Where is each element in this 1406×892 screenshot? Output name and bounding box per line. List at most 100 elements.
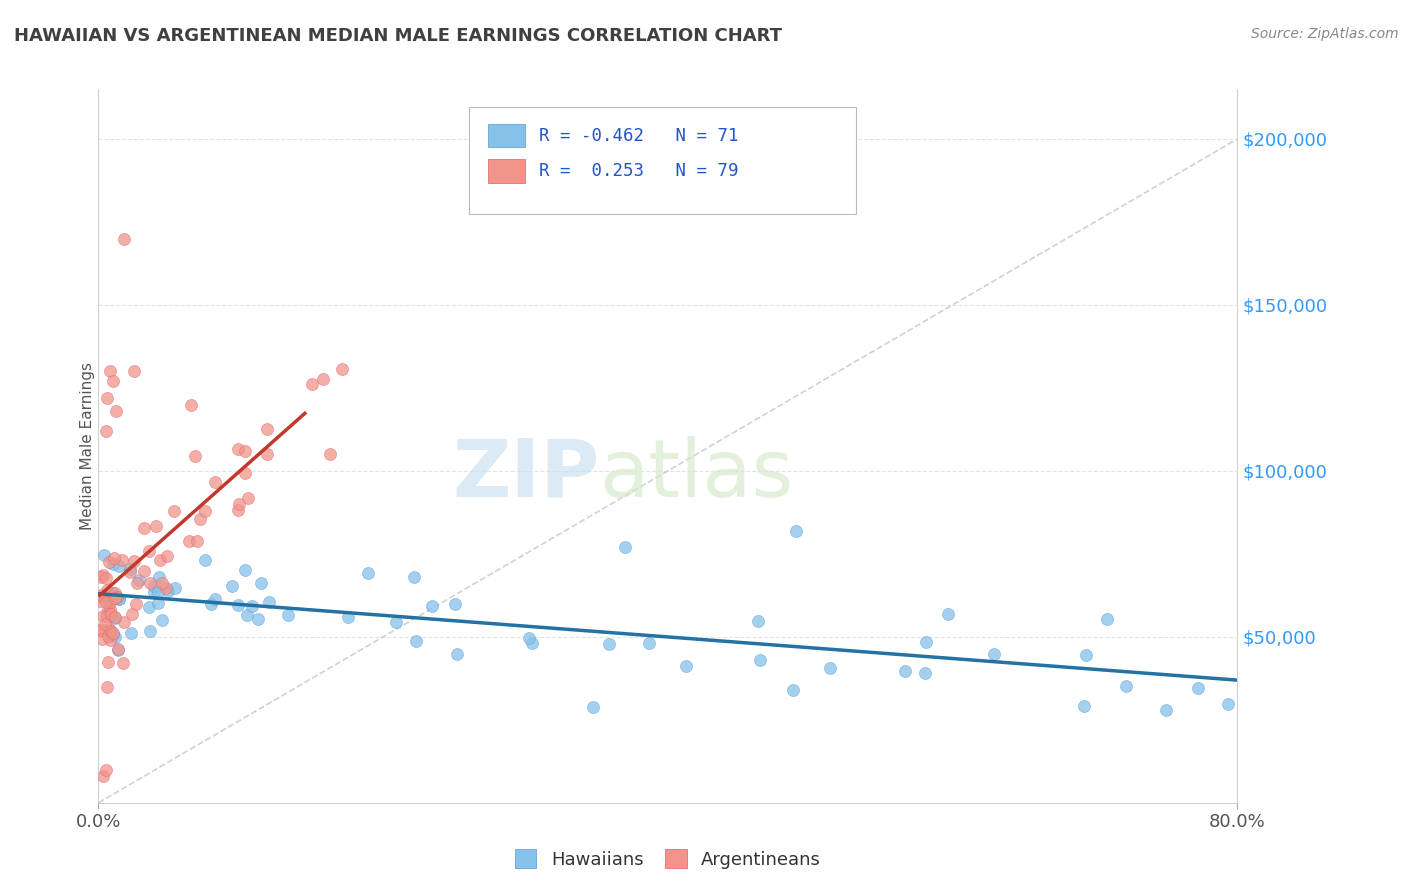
Point bbox=[122, 554, 145, 568]
Text: atlas: atlas bbox=[599, 435, 794, 514]
Point bbox=[180, 397, 202, 411]
Point bbox=[101, 558, 124, 572]
Point bbox=[186, 534, 208, 549]
Point bbox=[257, 595, 280, 609]
Point bbox=[96, 391, 118, 405]
Point bbox=[97, 603, 120, 617]
Point bbox=[915, 635, 938, 649]
Point bbox=[748, 653, 770, 667]
Point bbox=[1154, 703, 1177, 717]
Point bbox=[112, 657, 135, 671]
Point bbox=[97, 629, 120, 643]
Point bbox=[194, 553, 217, 567]
Point bbox=[184, 450, 207, 464]
Point bbox=[221, 579, 243, 593]
Point bbox=[747, 614, 769, 628]
Point bbox=[517, 632, 540, 646]
Point bbox=[104, 404, 127, 418]
Point bbox=[96, 680, 118, 694]
Point bbox=[148, 585, 170, 599]
Point bbox=[233, 444, 256, 458]
Point bbox=[785, 524, 807, 538]
Point bbox=[91, 568, 114, 582]
Point bbox=[121, 607, 143, 621]
Text: ZIP: ZIP bbox=[453, 435, 599, 514]
Point bbox=[250, 576, 273, 591]
Point bbox=[101, 627, 124, 641]
Point bbox=[614, 540, 637, 554]
Point bbox=[914, 665, 936, 680]
Point bbox=[782, 683, 804, 698]
Point bbox=[103, 626, 125, 640]
Point bbox=[226, 442, 249, 456]
Point bbox=[318, 447, 340, 461]
Point bbox=[638, 636, 661, 650]
Point bbox=[107, 643, 129, 657]
Point bbox=[443, 598, 465, 612]
Point bbox=[1095, 612, 1118, 626]
FancyBboxPatch shape bbox=[488, 124, 526, 147]
Point bbox=[132, 564, 155, 578]
Point bbox=[820, 661, 842, 675]
Point bbox=[156, 584, 179, 599]
Point bbox=[582, 699, 605, 714]
Point bbox=[100, 608, 122, 623]
Point bbox=[89, 591, 111, 605]
Text: Source: ZipAtlas.com: Source: ZipAtlas.com bbox=[1251, 27, 1399, 41]
Point bbox=[277, 608, 299, 623]
Point bbox=[90, 570, 112, 584]
Point bbox=[156, 549, 179, 563]
Point bbox=[98, 595, 121, 609]
Point bbox=[247, 612, 270, 626]
Point bbox=[256, 422, 278, 436]
Point bbox=[204, 475, 226, 490]
Point bbox=[112, 231, 135, 245]
Point bbox=[94, 572, 117, 586]
Point bbox=[125, 597, 148, 611]
Point bbox=[98, 555, 121, 569]
Point bbox=[301, 376, 323, 391]
Point bbox=[104, 586, 127, 600]
Point bbox=[118, 561, 141, 575]
Point bbox=[405, 634, 427, 648]
Point bbox=[936, 607, 959, 621]
Point bbox=[134, 521, 156, 535]
Point bbox=[598, 637, 620, 651]
Point bbox=[146, 596, 169, 610]
Point bbox=[256, 447, 278, 461]
Point bbox=[983, 647, 1005, 661]
Point bbox=[139, 624, 162, 639]
Point bbox=[89, 623, 111, 637]
Point bbox=[97, 590, 120, 604]
Point bbox=[894, 664, 917, 678]
Y-axis label: Median Male Earnings: Median Male Earnings bbox=[80, 362, 94, 530]
FancyBboxPatch shape bbox=[468, 107, 856, 214]
Point bbox=[122, 364, 145, 378]
Point bbox=[94, 763, 117, 777]
Point bbox=[228, 598, 250, 612]
Point bbox=[98, 602, 121, 616]
Text: R = -0.462   N = 71: R = -0.462 N = 71 bbox=[538, 127, 738, 145]
Point bbox=[194, 504, 217, 518]
Point bbox=[91, 769, 114, 783]
Point bbox=[107, 642, 129, 657]
Point bbox=[240, 599, 263, 614]
Point bbox=[93, 548, 115, 562]
Point bbox=[226, 502, 249, 516]
Point bbox=[235, 563, 257, 577]
Point bbox=[93, 616, 115, 631]
Point bbox=[142, 579, 165, 593]
Point bbox=[93, 609, 115, 624]
Point bbox=[155, 581, 177, 595]
Point bbox=[162, 504, 184, 518]
Point bbox=[97, 622, 120, 636]
Point bbox=[111, 552, 134, 566]
Point bbox=[90, 588, 112, 602]
Point bbox=[104, 630, 127, 644]
Point bbox=[104, 611, 127, 625]
Point bbox=[312, 372, 335, 386]
Point bbox=[100, 609, 122, 624]
Legend: Hawaiians, Argentineans: Hawaiians, Argentineans bbox=[508, 842, 828, 876]
Point bbox=[118, 565, 141, 579]
Point bbox=[120, 626, 142, 640]
